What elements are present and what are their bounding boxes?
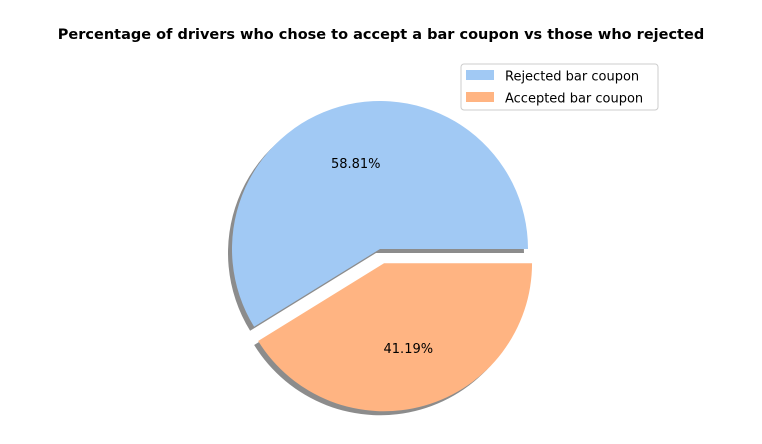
pie-slice-rejected xyxy=(232,101,529,327)
legend-label-accepted: Accepted bar coupon xyxy=(505,92,643,107)
slice-label-accepted: 41.19% xyxy=(384,342,434,357)
legend-swatch-accepted xyxy=(466,92,494,102)
legend-swatch-rejected xyxy=(466,70,494,80)
pie-slices xyxy=(232,101,533,412)
legend: Rejected bar coupon Accepted bar coupon xyxy=(460,63,659,111)
pie-slice-accepted xyxy=(258,263,533,412)
chart-title: Percentage of drivers who chose to accep… xyxy=(58,27,704,43)
legend-frame xyxy=(460,63,659,111)
legend-label-rejected: Rejected bar coupon xyxy=(505,70,639,85)
slice-labels: 58.81% 41.19% xyxy=(331,157,433,357)
slice-label-rejected: 58.81% xyxy=(331,157,381,172)
